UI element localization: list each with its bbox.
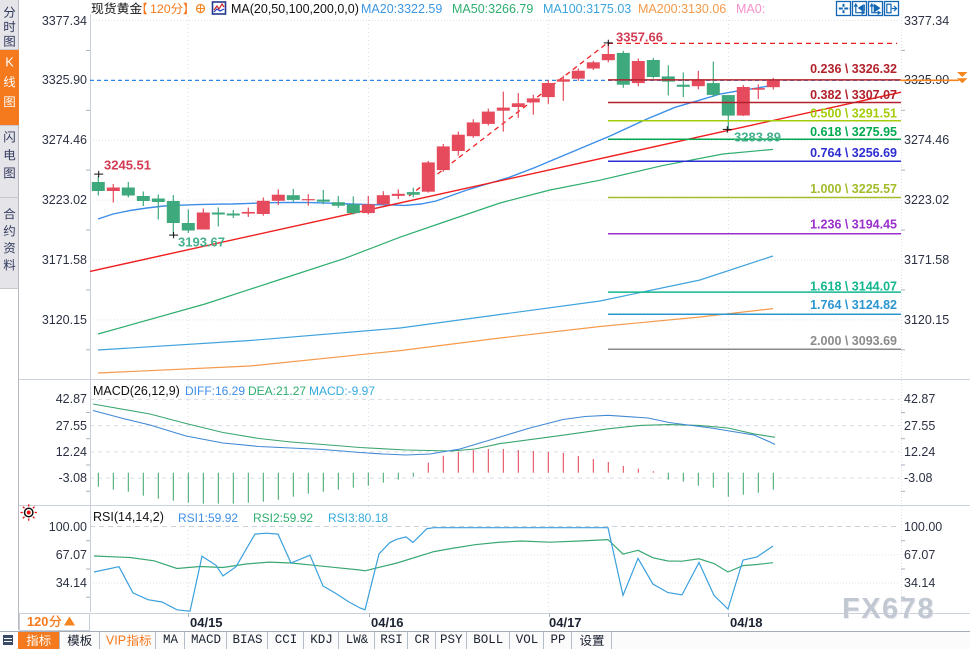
svg-text:120: 120	[27, 614, 48, 629]
svg-text:0.382 \ 3307.07: 0.382 \ 3307.07	[810, 88, 897, 102]
svg-text:0.764 \ 3256.69: 0.764 \ 3256.69	[810, 146, 897, 160]
svg-text:1.618 \ 3144.07: 1.618 \ 3144.07	[810, 280, 897, 294]
svg-text:3245.51: 3245.51	[104, 158, 151, 173]
svg-text:0.236 \ 3326.32: 0.236 \ 3326.32	[810, 62, 897, 76]
svg-text:1.000 \ 3225.57: 1.000 \ 3225.57	[810, 182, 897, 196]
svg-text:3283.89: 3283.89	[734, 130, 781, 145]
svg-text:3357.66: 3357.66	[616, 30, 663, 45]
svg-text:0.618 \ 3275.95: 0.618 \ 3275.95	[810, 125, 897, 139]
svg-text:VIP: VIP	[106, 634, 126, 648]
svg-text:1.236 \ 3194.45: 1.236 \ 3194.45	[810, 217, 897, 231]
svg-text:K: K	[5, 56, 14, 70]
svg-text:0.500 \ 3291.51: 0.500 \ 3291.51	[810, 107, 897, 121]
svg-text:3193.67: 3193.67	[178, 235, 225, 250]
svg-text:2.000 \ 3093.69: 2.000 \ 3093.69	[810, 334, 897, 348]
svg-text:120: 120	[150, 2, 171, 16]
svg-text:1.764 \ 3124.82: 1.764 \ 3124.82	[810, 298, 897, 312]
